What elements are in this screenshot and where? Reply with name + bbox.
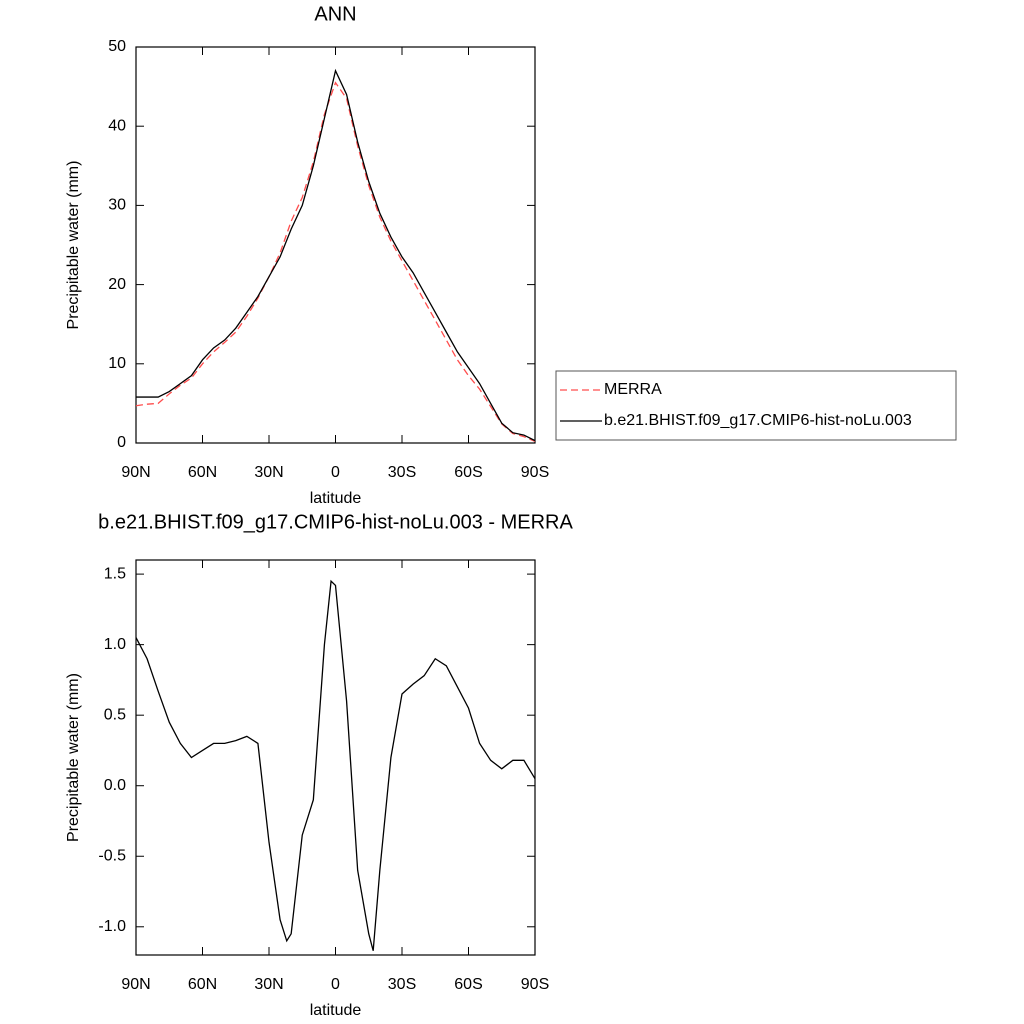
x-tick-label: 30S [388,976,416,993]
legend-box [555,370,957,441]
x-tick-label: 30N [254,464,283,481]
x-tick-label: 60N [188,464,217,481]
y-tick-label: 1.5 [104,565,126,582]
y-tick-label: 30 [108,197,126,214]
plot-frame [135,559,536,956]
y-tick-label: 50 [108,38,126,55]
data-line [135,579,536,951]
chart-title: b.e21.BHIST.f09_g17.CMIP6-hist-noLu.003 … [98,511,573,533]
y-axis-label: Precipitable water (mm) [65,673,82,842]
plot-frame [135,46,536,444]
x-tick-label: 90N [121,464,150,481]
x-tick-label: 0 [331,976,340,993]
x-tick-label: 60S [454,464,482,481]
data-line [136,68,536,442]
x-tick-label: 90S [521,464,549,481]
y-tick-label: 0 [117,434,126,451]
y-axis-label: Precipitable water (mm) [65,161,82,330]
y-tick-label: 20 [108,276,126,293]
x-tick-label: 30S [388,464,416,481]
data-line [135,81,536,443]
y-tick-label: 0.0 [104,777,126,794]
x-tick-label: 0 [331,464,340,481]
y-tick-label: -0.5 [98,847,126,864]
x-axis-label: latitude [310,1002,362,1019]
y-tick-label: 1.0 [104,636,126,653]
y-tick-label: 40 [108,117,126,134]
x-tick-label: 30N [254,976,283,993]
x-tick-label: 90S [521,976,549,993]
x-tick-label: 60S [454,976,482,993]
x-tick-label: 60N [188,976,217,993]
x-axis-label: latitude [310,490,362,507]
y-tick-label: -1.0 [98,918,126,935]
legend-label: MERRA [604,381,662,398]
legend-label: b.e21.BHIST.f09_g17.CMIP6-hist-noLu.003 [604,412,912,429]
y-tick-label: 0.5 [104,706,126,723]
x-tick-label: 90N [121,976,150,993]
y-tick-label: 10 [108,355,126,372]
chart-title: ANN [314,3,356,25]
